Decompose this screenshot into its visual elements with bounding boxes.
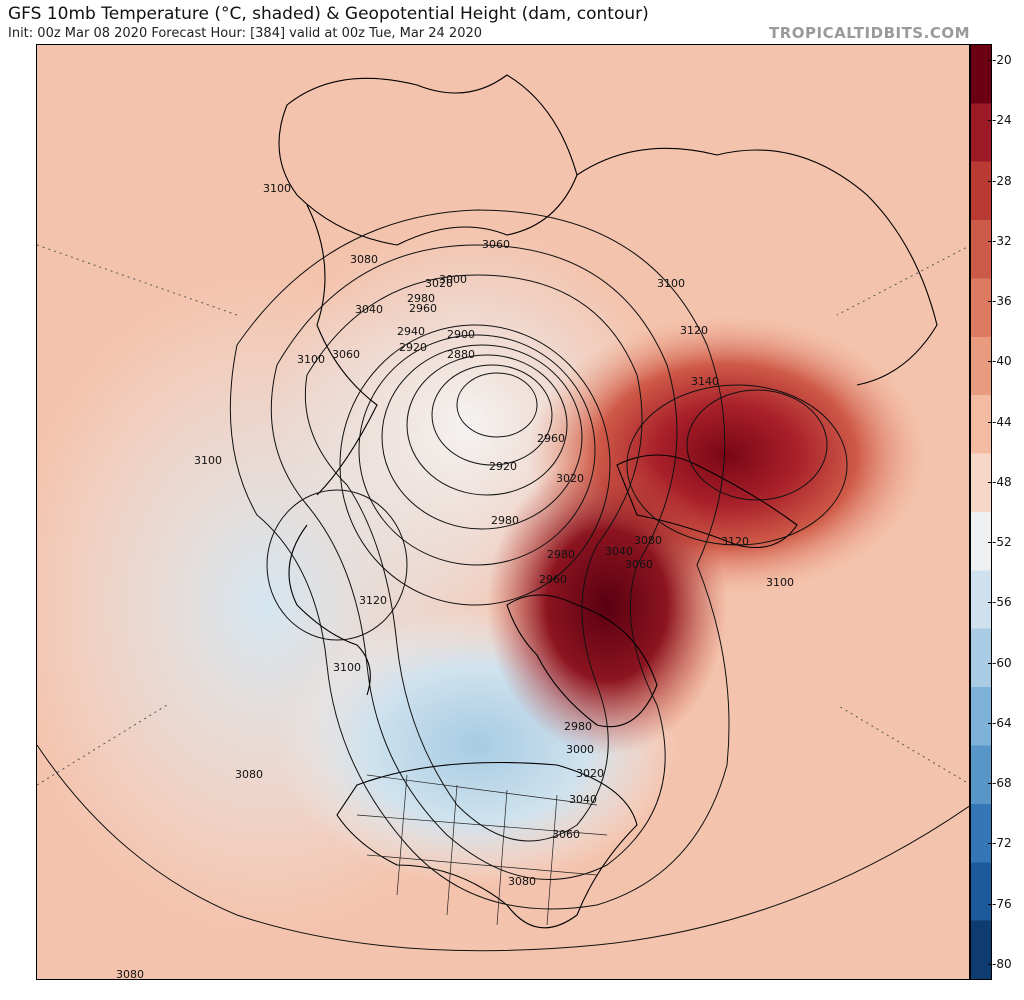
colorbar-tick-label: -72 [988, 836, 1022, 850]
map-title: GFS 10mb Temperature (°C, shaded) & Geop… [8, 4, 649, 24]
contour-label: 3080 [508, 875, 536, 888]
map-canvas: 3100 3080 3060 3020 3000 2980 2960 3040 … [37, 45, 969, 980]
contour-label: 3040 [605, 545, 633, 558]
colorbar-tick-label: -68 [988, 776, 1022, 790]
contour-label: 3060 [332, 348, 360, 361]
projection-dotted-lines [37, 244, 969, 786]
contour-label: 2960 [539, 573, 567, 586]
colorbar-tick-label: -48 [988, 475, 1022, 489]
contour-label: 2980 [547, 548, 575, 561]
contour-label: 3060 [552, 828, 580, 841]
temperature-shading-greenland-warm [487, 455, 727, 755]
contour-label: 3080 [235, 768, 263, 781]
colorbar-tick-label: -76 [988, 897, 1022, 911]
contour-label: 3140 [691, 375, 719, 388]
colorbar-tick-label: -32 [988, 234, 1022, 248]
map-subtitle: Init: 00z Mar 08 2020 Forecast Hour: [38… [8, 26, 483, 41]
contour-label: 3020 [425, 277, 453, 290]
contour-label: 2980 [491, 514, 519, 527]
contour-label: 2980 [407, 292, 435, 305]
colorbar-tick-label: -64 [988, 716, 1022, 730]
contour-label: 3000 [439, 273, 467, 286]
contour-label: 2900 [447, 328, 475, 341]
contour-label: 3080 [634, 534, 662, 547]
contour-label: 2960 [537, 432, 565, 445]
colorbar-tick-label: -44 [988, 415, 1022, 429]
contour-label: 3100 [297, 353, 325, 366]
state-borders [356, 774, 608, 926]
height-contours [37, 209, 969, 952]
contour-label: 3060 [482, 238, 510, 251]
colorbar-tick-label: -52 [988, 535, 1022, 549]
colorbar [970, 44, 992, 980]
contour-label: 3100 [657, 277, 685, 290]
colorbar-tick-label: -28 [988, 174, 1022, 188]
contour-label: 2920 [399, 341, 427, 354]
contour-label: 3120 [680, 324, 708, 337]
contour-label: 3100 [333, 661, 361, 674]
brand-logo[interactable]: TROPICALTIDBITS.COM [769, 24, 970, 42]
contour-label: 3000 [566, 743, 594, 756]
colorbar-tick-label: -80 [988, 957, 1022, 971]
contour-label: 3080 [350, 253, 378, 266]
contour-label: 3060 [625, 558, 653, 571]
colorbar-tick-label: -20 [988, 53, 1022, 67]
colorbar-tick-label: -36 [988, 294, 1022, 308]
contour-label: 3100 [263, 182, 291, 195]
contour-label: 3120 [721, 535, 749, 548]
contour-label: 2940 [397, 325, 425, 338]
contour-label: 3080 [116, 968, 144, 980]
colorbar-tick-label: -56 [988, 595, 1022, 609]
colorbar-tick-label: -60 [988, 656, 1022, 670]
colorbar-tick-label: -40 [988, 354, 1022, 368]
contour-label: 2980 [564, 720, 592, 733]
contour-label: 2920 [489, 460, 517, 473]
contour-label: 3120 [359, 594, 387, 607]
contour-label: 3100 [194, 454, 222, 467]
contour-labels: 3100 3080 3060 3020 3000 2980 2960 3040 … [116, 182, 794, 980]
contour-label: 2880 [447, 348, 475, 361]
contour-label: 2960 [409, 302, 437, 315]
contour-label: 3040 [569, 793, 597, 806]
contour-label: 3040 [355, 303, 383, 316]
contour-label: 3020 [556, 472, 584, 485]
contour-label: 3100 [766, 576, 794, 589]
map-panel: 3100 3080 3060 3020 3000 2980 2960 3040 … [36, 44, 970, 980]
contour-label: 3020 [576, 767, 604, 780]
colorbar-tick-label: -24 [988, 113, 1022, 127]
